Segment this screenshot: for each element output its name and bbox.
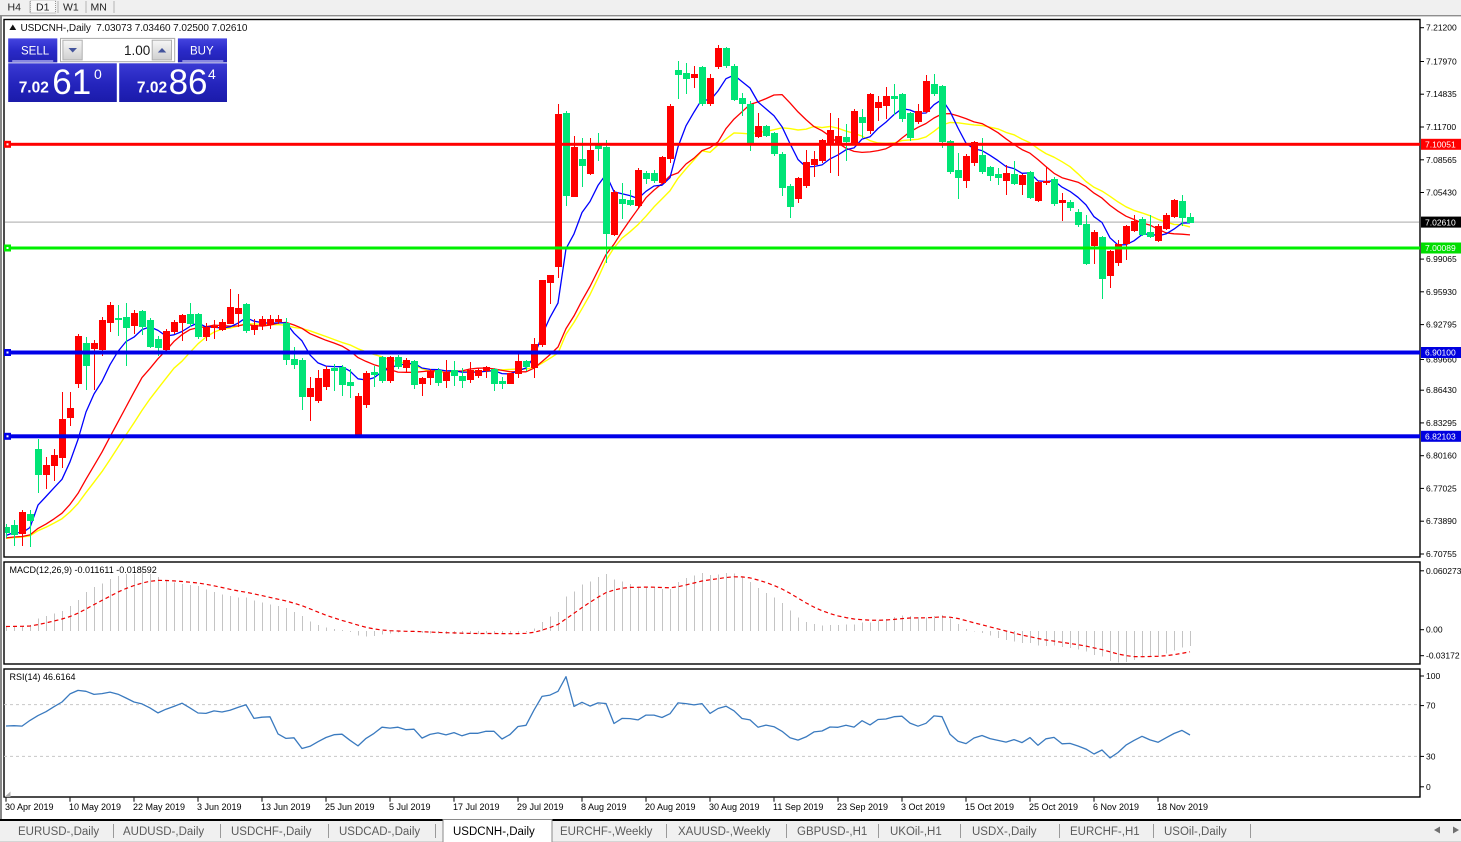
svg-text:MACD(12,26,9) -0.011611 -0.018: MACD(12,26,9) -0.011611 -0.018592 [10,565,157,575]
svg-text:7.10051: 7.10051 [1425,140,1456,150]
svg-text:17 Jul 2019: 17 Jul 2019 [453,802,500,812]
svg-text:RSI(14) 46.6164: RSI(14) 46.6164 [10,672,76,682]
svg-text:4: 4 [208,66,216,82]
svg-text:15 Oct 2019: 15 Oct 2019 [965,802,1014,812]
svg-text:W1: W1 [63,2,79,14]
svg-text:7.00089: 7.00089 [1425,243,1456,253]
svg-text:1.00: 1.00 [124,43,150,58]
svg-text:6.77025: 6.77025 [1426,483,1457,493]
svg-text:8 Aug 2019: 8 Aug 2019 [581,802,627,812]
svg-text:EURUSD-,Daily: EURUSD-,Daily [18,826,99,838]
svg-text:0: 0 [1426,782,1431,792]
svg-text:7.05430: 7.05430 [1426,188,1457,198]
svg-text:10 May 2019: 10 May 2019 [69,802,121,812]
svg-text:7.08565: 7.08565 [1426,155,1457,165]
svg-text:USDCAD-,Daily: USDCAD-,Daily [339,826,420,838]
svg-text:23 Sep 2019: 23 Sep 2019 [837,802,888,812]
svg-text:20 Aug 2019: 20 Aug 2019 [645,802,696,812]
svg-text:0.00: 0.00 [1426,625,1443,635]
svg-text:11 Sep 2019: 11 Sep 2019 [773,802,823,812]
svg-text:30 Aug 2019: 30 Aug 2019 [709,802,760,812]
svg-text:BUY: BUY [190,46,214,58]
svg-text:30 Apr 2019: 30 Apr 2019 [5,802,54,812]
svg-text:6.95930: 6.95930 [1426,287,1457,297]
svg-text:-0.03172: -0.03172 [1426,651,1460,661]
svg-text:6.89660: 6.89660 [1426,355,1457,365]
svg-text:18 Nov 2019: 18 Nov 2019 [1157,802,1208,812]
svg-text:7.02: 7.02 [137,79,167,96]
svg-text:USDCHF-,Daily: USDCHF-,Daily [231,826,312,838]
svg-text:USOil-,Daily: USOil-,Daily [1164,826,1227,838]
svg-text:6.80160: 6.80160 [1426,451,1457,461]
svg-text:7.21200: 7.21200 [1426,23,1457,33]
svg-text:7.14835: 7.14835 [1426,89,1457,99]
svg-text:SELL: SELL [21,46,50,58]
svg-text:30: 30 [1426,751,1436,761]
svg-text:GBPUSD-,H1: GBPUSD-,H1 [797,826,867,838]
svg-text:13 Jun 2019: 13 Jun 2019 [261,802,311,812]
svg-text:7.02610: 7.02610 [1425,217,1456,227]
svg-text:USDCNH-,Daily 7.03073 7.03460: USDCNH-,Daily 7.03073 7.03460 7.02500 7.… [21,23,248,34]
svg-text:H4: H4 [8,2,22,14]
svg-text:6.82103: 6.82103 [1425,432,1456,442]
svg-text:6.99065: 6.99065 [1426,254,1457,264]
svg-text:6.86430: 6.86430 [1426,385,1457,395]
svg-text:29 Jul 2019: 29 Jul 2019 [517,802,564,812]
svg-text:5 Jul 2019: 5 Jul 2019 [389,802,431,812]
svg-text:0.060273: 0.060273 [1426,566,1461,576]
svg-text:100: 100 [1426,671,1440,681]
svg-text:3 Jun 2019: 3 Jun 2019 [197,802,242,812]
svg-text:61: 61 [52,63,91,102]
svg-text:25 Jun 2019: 25 Jun 2019 [325,802,375,812]
svg-text:6.70755: 6.70755 [1426,549,1457,559]
svg-text:6.83295: 6.83295 [1426,418,1457,428]
svg-text:86: 86 [169,63,208,102]
svg-text:XAUUSD-,Weekly: XAUUSD-,Weekly [678,826,771,838]
svg-text:7.17970: 7.17970 [1426,57,1457,67]
svg-text:25 Oct 2019: 25 Oct 2019 [1029,802,1078,812]
svg-text:EURCHF-,Weekly: EURCHF-,Weekly [560,826,653,838]
svg-text:6 Nov 2019: 6 Nov 2019 [1093,802,1139,812]
svg-text:22 May 2019: 22 May 2019 [133,802,185,812]
svg-text:6.90100: 6.90100 [1425,348,1456,358]
svg-text:D1: D1 [36,2,50,14]
svg-text:6.92795: 6.92795 [1426,320,1457,330]
svg-text:AUDUSD-,Daily: AUDUSD-,Daily [123,826,204,838]
svg-text:UKOil-,H1: UKOil-,H1 [890,826,942,838]
svg-text:70: 70 [1426,701,1436,711]
svg-text:USDCNH-,Daily: USDCNH-,Daily [453,826,535,838]
svg-text:EURCHF-,H1: EURCHF-,H1 [1070,826,1140,838]
svg-text:0: 0 [94,66,102,82]
svg-text:3 Oct 2019: 3 Oct 2019 [901,802,945,812]
svg-text:USDX-,Daily: USDX-,Daily [972,826,1037,838]
svg-text:6.73890: 6.73890 [1426,516,1457,526]
svg-text:7.02: 7.02 [19,79,49,96]
svg-text:MN: MN [91,2,107,14]
svg-text:7.11700: 7.11700 [1426,122,1456,132]
